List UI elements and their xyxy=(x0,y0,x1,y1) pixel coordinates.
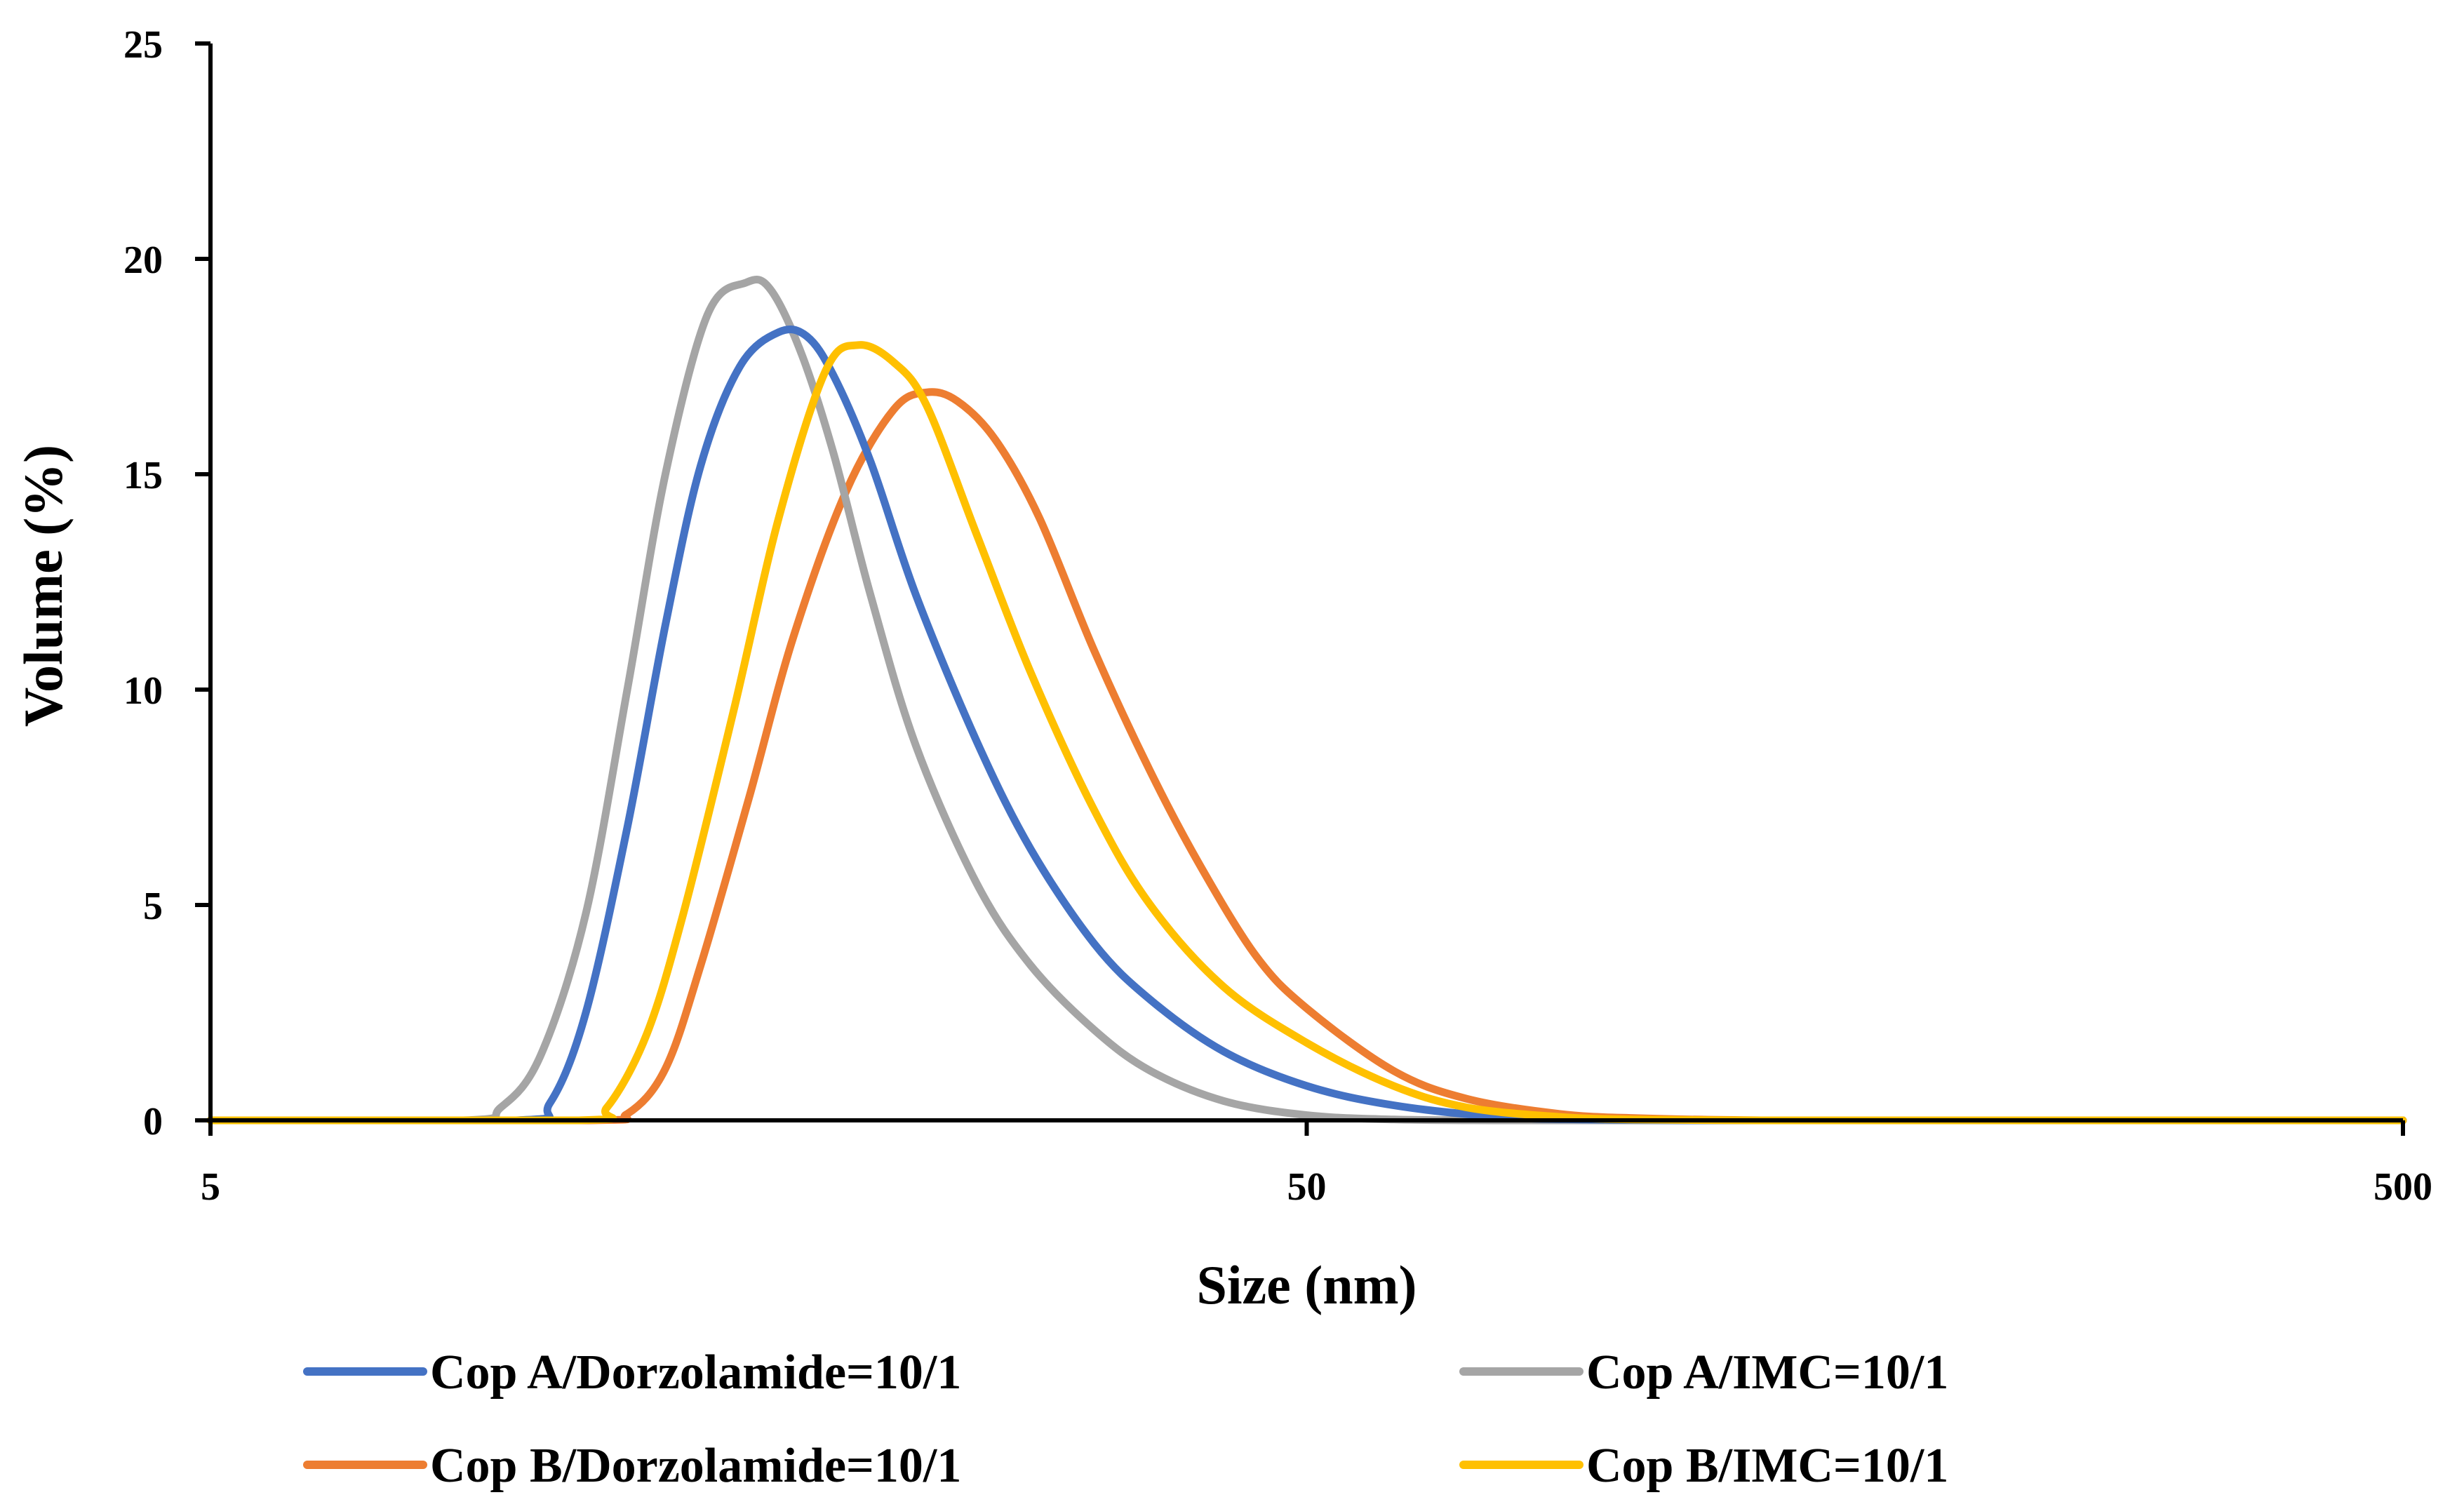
legend-item-cop-a-dorzolamide-10-1: Cop A/Dorzolamide=10/1 xyxy=(303,1346,961,1400)
y-tick-label: 20 xyxy=(123,239,163,282)
legend-item-cop-b-imc-10-1: Cop B/IMC=10/1 xyxy=(1459,1439,1948,1493)
series-line-cop-b-dorzolamide-10-1 xyxy=(206,388,2407,1125)
legend-label: Cop B/IMC=10/1 xyxy=(1586,1439,1948,1493)
series-line-cop-a-dorzolamide-10-1 xyxy=(206,325,2407,1125)
y-tick-label: 5 xyxy=(143,885,163,928)
y-tick-label: 10 xyxy=(123,669,163,713)
legend-label: Cop B/Dorzolamide=10/1 xyxy=(430,1439,961,1493)
x-tick-label: 500 xyxy=(2373,1165,2432,1209)
y-tick-label: 25 xyxy=(123,23,163,67)
y-tick-label: 15 xyxy=(123,454,163,497)
series-line-cop-a-imc-10-1 xyxy=(206,276,2407,1125)
y-axis-title: Volume (%) xyxy=(13,445,74,727)
legend-label: Cop A/Dorzolamide=10/1 xyxy=(430,1346,961,1400)
y-tick-label: 0 xyxy=(143,1100,163,1144)
series-layer xyxy=(206,276,2407,1125)
x-tick-label: 5 xyxy=(201,1165,220,1209)
axes-layer xyxy=(195,41,2405,1136)
legend-item-cop-b-dorzolamide-10-1: Cop B/Dorzolamide=10/1 xyxy=(303,1439,961,1493)
legend: Cop A/Dorzolamide=10/1 Cop A/IMC=10/1 Cop … xyxy=(303,1346,1948,1493)
legend-item-cop-a-imc-10-1: Cop A/IMC=10/1 xyxy=(1459,1346,1948,1400)
x-tick-label: 50 xyxy=(1287,1165,1327,1209)
x-axis-title: Size (nm) xyxy=(1196,1254,1417,1315)
legend-label: Cop A/IMC=10/1 xyxy=(1586,1346,1948,1400)
